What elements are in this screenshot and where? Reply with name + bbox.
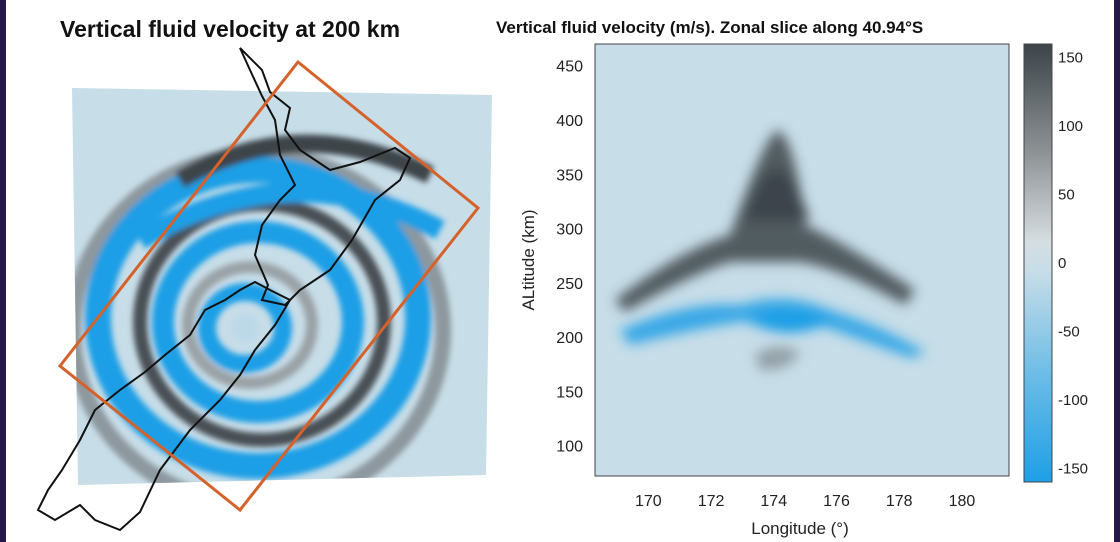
x-tick-label: 174 [760, 493, 787, 510]
left-panel-title: Vertical fluid velocity at 200 km [60, 16, 401, 42]
x-axis-label: Longitude (°) [751, 519, 849, 538]
y-tick-label: 350 [556, 167, 583, 184]
y-tick-label: 300 [556, 222, 583, 239]
y-tick-label: 250 [556, 276, 583, 293]
y-tick-label: 200 [556, 330, 583, 347]
colorbar-tick-label: 150 [1058, 50, 1083, 67]
colorbar-tick-label: 0 [1058, 255, 1066, 272]
x-tick-label: 170 [635, 493, 662, 510]
right-plot: 100 150 200 250 300 350 400 450 170 172 174 176 178… [519, 43, 1010, 538]
study-area-box [57, 59, 481, 513]
colorbar-tick-label: -150 [1058, 460, 1088, 477]
colorbar-gradient [1023, 43, 1053, 483]
y-tick-label: 100 [556, 439, 583, 456]
x-tick-label: 180 [949, 493, 976, 510]
y-tick-label: 400 [556, 113, 583, 130]
wave-rings [72, 134, 451, 485]
colorbar: 150 100 50 0 -50 -100 -150 [1023, 43, 1088, 483]
x-tick-label: 178 [886, 493, 913, 510]
left-map [36, 47, 492, 532]
colorbar-tick-label: 50 [1058, 187, 1075, 204]
plot-frame [594, 43, 1010, 477]
colorbar-tick-label: -100 [1058, 392, 1088, 409]
x-tick-label: 176 [823, 493, 850, 510]
colorbar-tick-labels: 150 100 50 0 -50 -100 -150 [1058, 50, 1088, 478]
right-panel-title: Vertical fluid velocity (m/s). Zonal sli… [496, 18, 924, 37]
colorbar-tick-label: 100 [1058, 118, 1083, 135]
colorbar-tick-label: -50 [1058, 323, 1080, 340]
x-tick-labels: 170 172 174 176 178 180 [635, 493, 975, 510]
y-tick-label: 450 [556, 59, 583, 76]
coastline [36, 47, 412, 532]
velocity-field [615, 130, 925, 371]
x-tick-label: 172 [698, 493, 725, 510]
y-axis-label: ALtitude (km) [519, 209, 538, 310]
y-tick-labels: 100 150 200 250 300 350 400 450 [556, 59, 583, 456]
y-tick-label: 150 [556, 384, 583, 401]
